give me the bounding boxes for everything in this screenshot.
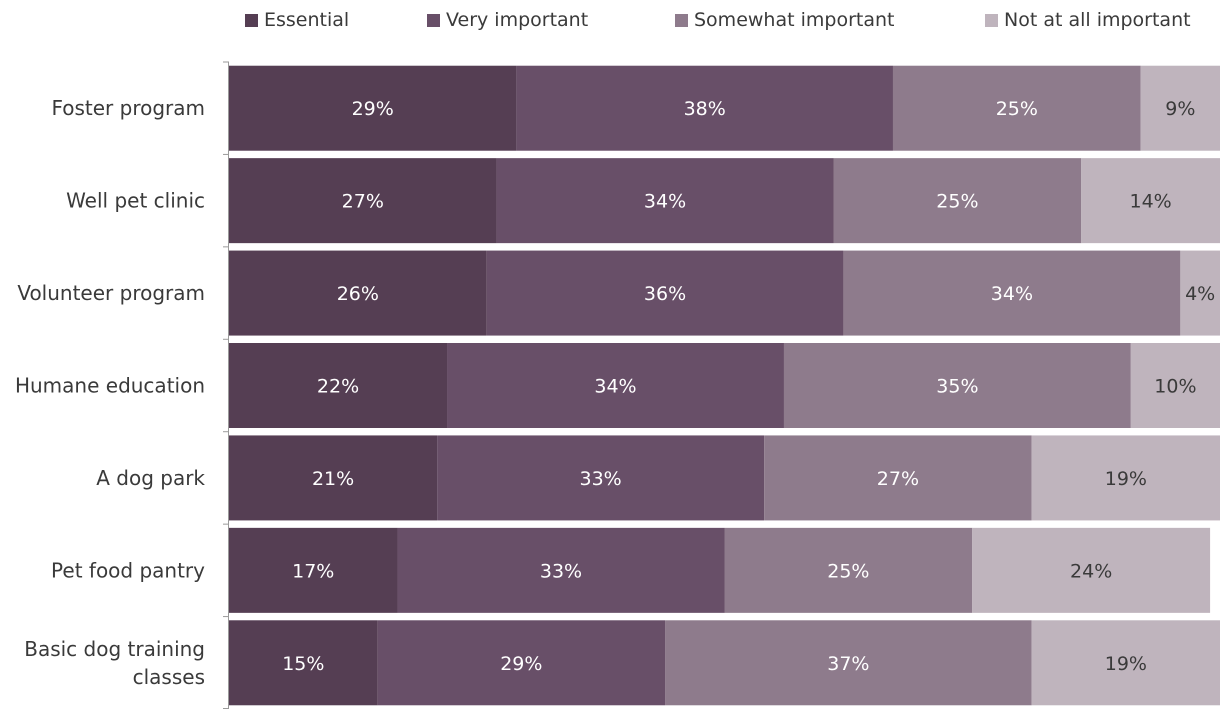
data-label: 10% <box>1154 376 1196 398</box>
data-label: 34% <box>991 283 1033 305</box>
category-label: Humane education <box>15 374 205 398</box>
data-label: 24% <box>1070 560 1112 582</box>
data-label: 27% <box>877 468 919 490</box>
data-label: 29% <box>500 653 542 675</box>
legend-swatch <box>675 14 688 27</box>
legend-swatch <box>245 14 258 27</box>
data-label: 37% <box>827 653 869 675</box>
bar-segment <box>229 435 438 521</box>
legend-label: Somewhat important <box>694 9 894 31</box>
category-label: Foster program <box>51 96 205 120</box>
legend-swatch <box>427 14 440 27</box>
data-label: 25% <box>936 191 978 213</box>
category-label: Basic dog training <box>24 637 205 661</box>
bar-segment <box>1031 620 1220 706</box>
data-label: 14% <box>1130 191 1172 213</box>
data-label: 33% <box>540 560 582 582</box>
category-label: Pet food pantry <box>51 558 205 582</box>
data-label: 17% <box>292 560 334 582</box>
legend-label: Essential <box>264 9 349 31</box>
data-label: 33% <box>580 468 622 490</box>
data-label: 27% <box>342 191 384 213</box>
data-label: 4% <box>1185 283 1215 305</box>
data-label: 34% <box>644 191 686 213</box>
data-label: 22% <box>317 376 359 398</box>
category-label: classes <box>133 665 205 689</box>
bar-segment <box>486 250 844 336</box>
data-label: 36% <box>644 283 686 305</box>
bar-segment <box>437 435 765 521</box>
data-label: 26% <box>337 283 379 305</box>
bar-segment <box>833 158 1082 244</box>
bar-segment <box>1081 158 1220 244</box>
legend-label: Very important <box>446 9 588 31</box>
category-label: Well pet clinic <box>66 189 205 213</box>
bar-segment <box>892 65 1141 151</box>
legend-swatch <box>985 14 998 27</box>
bar-segment <box>229 250 487 336</box>
category-label: Volunteer program <box>17 281 205 305</box>
bar-segment <box>1140 65 1220 151</box>
bar-segment <box>229 527 398 613</box>
bar-segment <box>397 527 725 613</box>
data-label: 15% <box>282 653 324 675</box>
bar-segment <box>229 620 378 706</box>
bar-segment <box>1180 250 1220 336</box>
bar-segment <box>229 343 448 428</box>
bar-segment <box>229 158 497 244</box>
bar-segment <box>843 250 1181 336</box>
bar-segment <box>972 527 1211 613</box>
data-label: 35% <box>936 376 978 398</box>
category-label: A dog park <box>96 466 205 490</box>
legend-label: Not at all important <box>1004 9 1191 31</box>
bar-segment <box>764 435 1032 521</box>
bar-segment <box>496 158 834 244</box>
data-label: 21% <box>312 468 354 490</box>
bar-segment <box>783 343 1131 428</box>
bar-segment <box>724 527 973 613</box>
data-label: 29% <box>352 98 394 120</box>
data-label: 25% <box>827 560 869 582</box>
data-label: 25% <box>996 98 1038 120</box>
bar-segment <box>516 65 893 151</box>
bar-segment <box>229 65 517 151</box>
data-label: 38% <box>684 98 726 120</box>
data-label: 19% <box>1105 653 1147 675</box>
bar-segment <box>1031 435 1220 521</box>
data-label: 9% <box>1165 98 1195 120</box>
bar-segment <box>1130 343 1220 428</box>
data-label: 34% <box>594 376 636 398</box>
bar-segment <box>447 343 784 428</box>
bar-segment <box>665 620 1032 706</box>
bar-segment <box>377 620 666 706</box>
data-label: 19% <box>1105 468 1147 490</box>
